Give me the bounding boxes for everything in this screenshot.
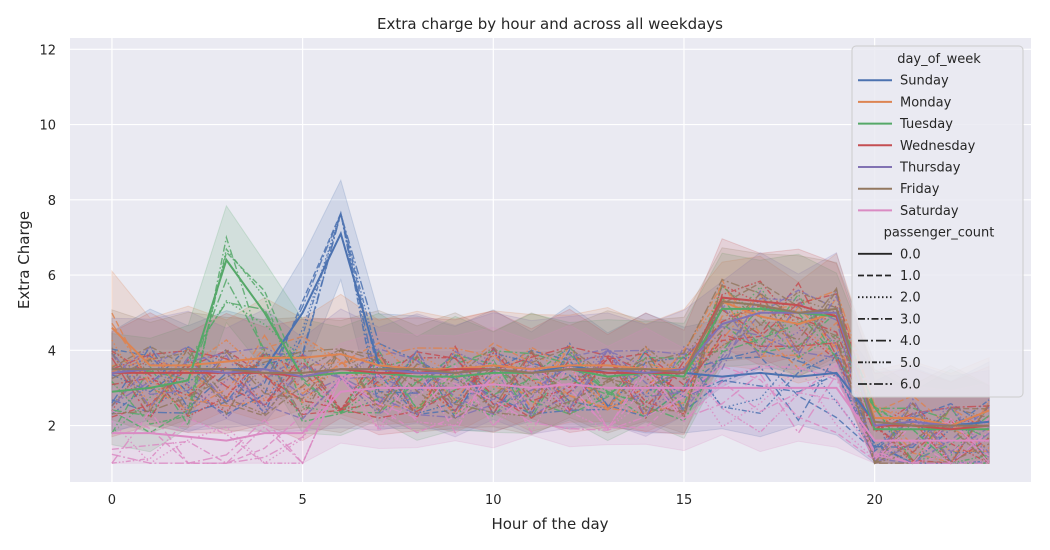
x-axis-label: Hour of the day <box>491 515 608 533</box>
series-line-variant <box>111 365 990 464</box>
series-line-variant <box>111 250 990 464</box>
series-line-variant <box>111 360 990 465</box>
legend-label: Saturday <box>900 204 959 219</box>
y-tick-label: 6 <box>48 269 56 284</box>
y-axis-label: Extra Charge <box>15 211 33 309</box>
series-line-variant <box>111 282 990 465</box>
y-tick-label: 10 <box>39 119 56 134</box>
legend-label: 3.0 <box>900 312 921 327</box>
series-lines <box>111 210 990 466</box>
series-line-variant <box>111 304 990 463</box>
legend-title-hue: day_of_week <box>897 52 981 67</box>
legend-label: Tuesday <box>899 117 953 132</box>
legend: day_of_week Sunday Monday Tuesday Wednesday T… <box>851 45 1024 398</box>
legend-label: Sunday <box>900 74 949 89</box>
legend-label: Wednesday <box>900 139 976 154</box>
x-tick-label: 5 <box>298 493 306 508</box>
legend-label: 5.0 <box>900 356 921 371</box>
series-line <box>111 383 990 442</box>
legend-label: 6.0 <box>900 378 921 393</box>
series-line-variant <box>111 297 990 465</box>
y-tick-label: 4 <box>48 344 56 359</box>
legend-label: 4.0 <box>900 334 921 349</box>
x-tick-label: 15 <box>676 493 693 508</box>
series-line-variant <box>111 303 990 464</box>
series-line-variant <box>111 283 990 465</box>
legend-label: 0.0 <box>900 247 921 262</box>
legend-label: Monday <box>900 95 952 110</box>
series-line-variant <box>111 293 990 464</box>
legend-label: 1.0 <box>900 269 921 284</box>
legend-title-style: passenger_count <box>884 226 995 241</box>
series-line-variant <box>111 234 990 465</box>
series-line-variant <box>111 211 990 464</box>
series-line-variant <box>111 365 990 465</box>
series-line-variant <box>111 333 990 433</box>
legend-label: 2.0 <box>900 291 921 306</box>
series-line-variant <box>111 364 990 464</box>
legend-box <box>851 45 1024 398</box>
x-tick-label: 20 <box>866 493 883 508</box>
series-line-variant <box>111 283 990 465</box>
y-tick-label: 8 <box>48 194 56 209</box>
series-line-variant <box>111 297 990 465</box>
x-tick-label: 0 <box>108 493 116 508</box>
y-tick-label: 2 <box>48 420 56 435</box>
legend-label: Thursday <box>899 161 961 176</box>
x-tick-label: 10 <box>485 493 502 508</box>
y-tick-label: 12 <box>39 43 56 58</box>
series-line-variant <box>111 278 990 464</box>
series-line <box>111 300 990 427</box>
legend-label: Friday <box>900 182 940 197</box>
series-line-variant <box>111 281 990 465</box>
chart-title: Extra charge by hour and across all week… <box>377 15 723 33</box>
axis-ticks: 0 5 10 15 20 2 4 6 8 10 12 <box>39 43 882 508</box>
series-line-variant <box>111 285 990 461</box>
